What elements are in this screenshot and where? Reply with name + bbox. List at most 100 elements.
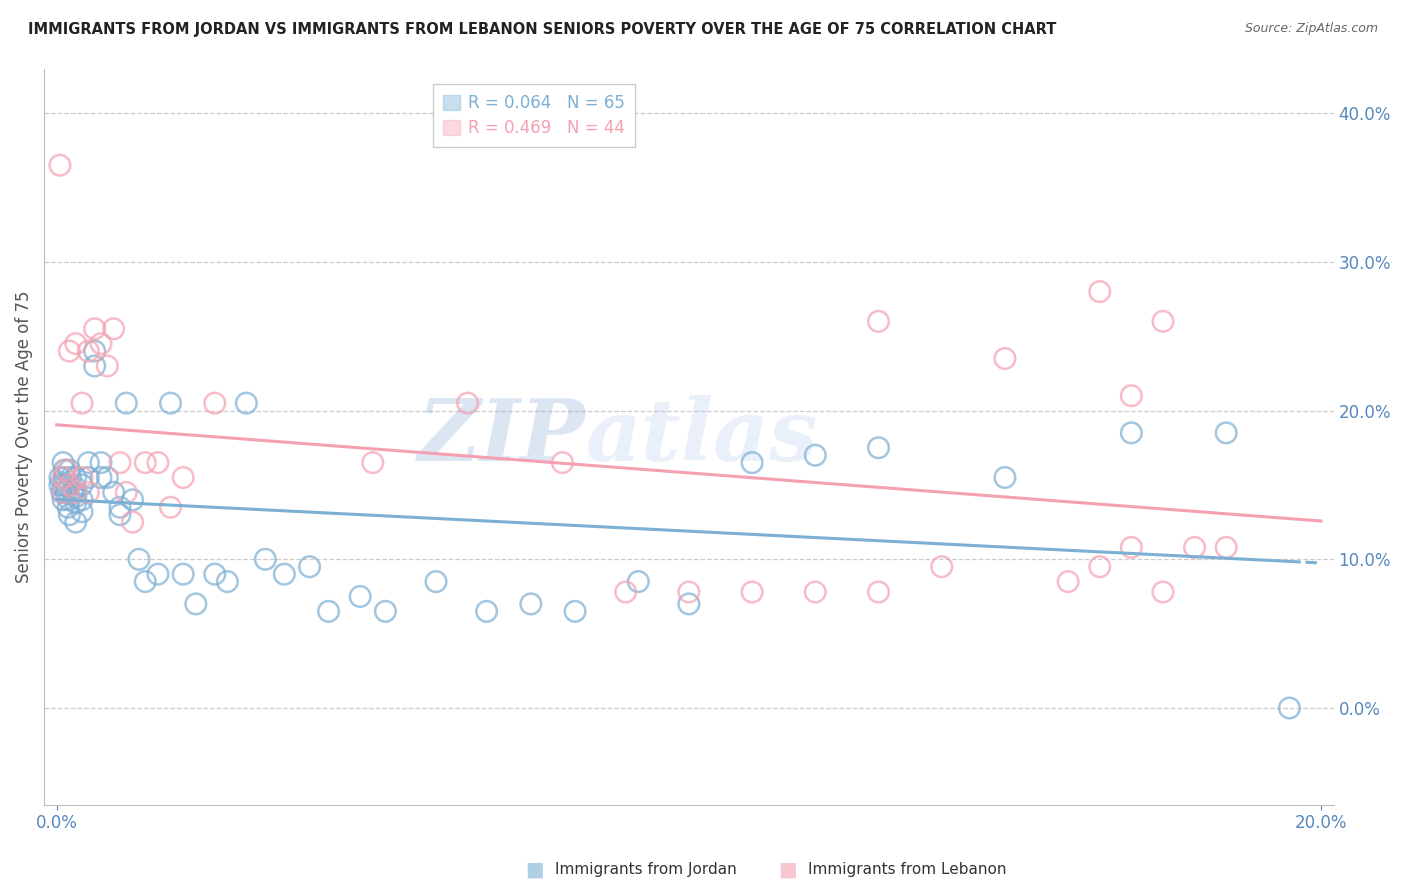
Point [678,585,700,599]
Point [1152,314,1174,328]
Point [184,597,207,611]
Point [254,552,277,566]
Text: Immigrants from Jordan: Immigrants from Jordan [555,863,737,877]
Point [52,456,75,470]
Point [475,604,498,618]
Point [58,463,80,477]
Point [103,485,125,500]
Point [121,515,143,529]
Point [96,470,118,484]
Point [804,585,827,599]
Text: ▪: ▪ [778,855,797,884]
Point [90,456,112,470]
Point [59,470,82,484]
Point [55,485,77,500]
Point [134,456,156,470]
Text: ZIP: ZIP [418,395,586,478]
Point [121,492,143,507]
Point [1088,559,1111,574]
Point [65,496,87,510]
Point [1057,574,1080,589]
Text: IMMIGRANTS FROM JORDAN VS IMMIGRANTS FROM LEBANON SENIORS POVERTY OVER THE AGE O: IMMIGRANTS FROM JORDAN VS IMMIGRANTS FRO… [28,22,1056,37]
Point [318,604,340,618]
Point [49,158,72,172]
Point [1215,425,1237,440]
Point [1278,701,1301,715]
Text: Source: ZipAtlas.com: Source: ZipAtlas.com [1244,22,1378,36]
Point [298,559,321,574]
Point [58,478,80,492]
Point [146,456,169,470]
Point [58,478,80,492]
Point [70,470,93,484]
Point [65,515,87,529]
Point [83,344,105,359]
Point [204,567,226,582]
Point [115,396,138,410]
Point [128,552,150,566]
Point [52,492,75,507]
Point [56,500,79,515]
Legend: R = 0.064   N = 65, R = 0.469   N = 44: R = 0.064 N = 65, R = 0.469 N = 44 [433,84,636,147]
Point [65,481,87,495]
Point [58,508,80,522]
Point [108,500,131,515]
Point [77,470,100,484]
Point [49,478,72,492]
Point [62,485,84,500]
Point [1121,541,1143,555]
Point [49,470,72,484]
Point [77,456,100,470]
Point [70,478,93,492]
Point [159,500,181,515]
Point [741,585,763,599]
Point [868,314,890,328]
Point [1121,425,1143,440]
Point [217,574,239,589]
Point [994,470,1017,484]
Point [70,492,93,507]
Point [90,470,112,484]
Point [551,456,574,470]
Point [58,492,80,507]
Point [741,456,763,470]
Point [65,490,87,504]
Point [868,585,890,599]
Point [83,322,105,336]
Point [172,567,194,582]
Point [204,396,226,410]
Point [53,463,76,477]
Point [96,359,118,373]
Point [273,567,295,582]
Point [65,485,87,500]
Point [361,456,384,470]
Point [172,470,194,484]
Point [614,585,637,599]
Point [55,478,77,492]
Point [564,604,586,618]
Point [55,463,77,477]
Point [83,359,105,373]
Point [868,441,890,455]
Point [374,604,396,618]
Point [77,485,100,500]
Point [115,485,138,500]
Point [1121,389,1143,403]
Text: atlas: atlas [586,395,818,478]
Point [235,396,257,410]
Point [70,505,93,519]
Point [65,336,87,351]
Point [65,470,87,484]
Point [53,470,76,484]
Point [103,322,125,336]
Point [425,574,447,589]
Point [931,559,953,574]
Point [134,574,156,589]
Point [1088,285,1111,299]
Point [1152,585,1174,599]
Point [678,597,700,611]
Point [627,574,650,589]
Point [1184,541,1206,555]
Point [52,470,75,484]
Point [349,590,371,604]
